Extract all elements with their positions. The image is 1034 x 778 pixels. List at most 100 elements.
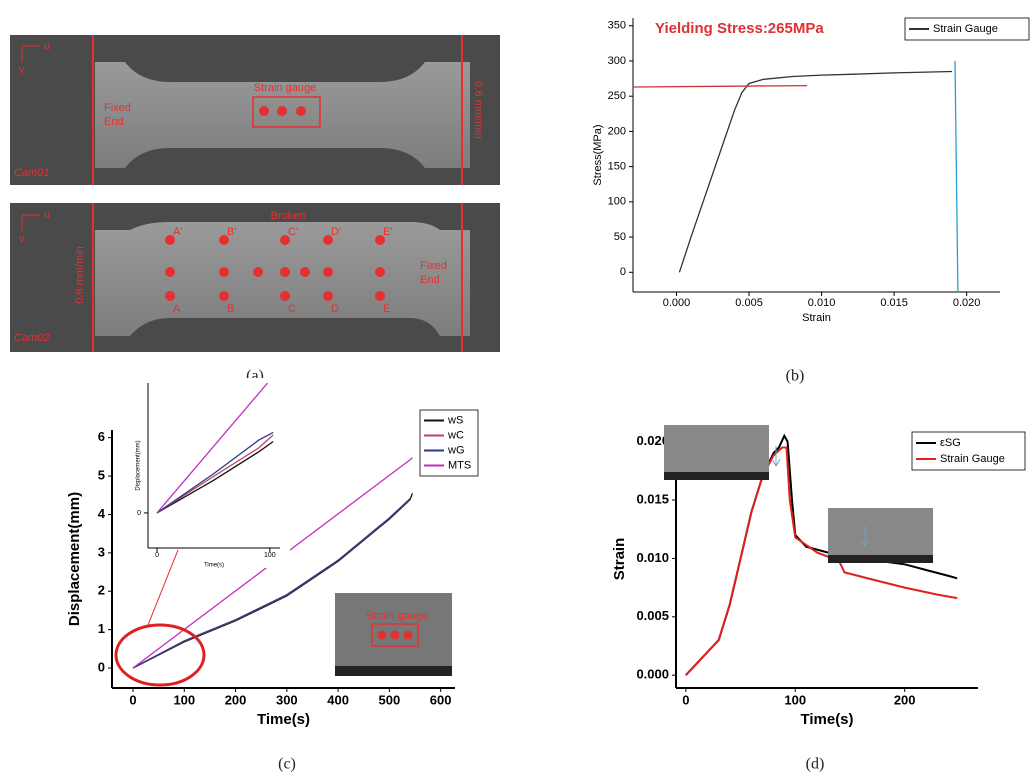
- x-axis-label: Time(s): [204, 563, 224, 569]
- x-tick-label: 200: [894, 692, 916, 707]
- y-tick-label: 0: [137, 510, 141, 517]
- inset-bg: [123, 378, 290, 568]
- x-tick-label: 600: [430, 692, 452, 707]
- gauge-dot: [390, 630, 400, 640]
- gauge-box: [371, 623, 419, 647]
- snapshot-edge: [664, 472, 769, 480]
- snapshot: [664, 425, 769, 480]
- y-tick-label: 0.020: [636, 433, 669, 448]
- y-tick-label: 6: [98, 429, 105, 444]
- point: [219, 291, 229, 301]
- gauge-box: [252, 96, 321, 128]
- point-label: E': [383, 226, 392, 238]
- x-axis-label: Strain: [802, 312, 831, 324]
- y-axis-label: Strain: [611, 538, 628, 581]
- arrow: [771, 446, 781, 468]
- label: 0.6 mm/min: [74, 246, 86, 303]
- point-label: D: [331, 303, 339, 315]
- label: u: [44, 209, 50, 221]
- y-tick-label: 3: [98, 544, 105, 559]
- label: End: [104, 116, 124, 128]
- x-tick-label: 100: [173, 692, 195, 707]
- x-axis-label: Time(s): [257, 711, 310, 728]
- point: [323, 235, 333, 245]
- chart: 0 100 200 0.000 0.005 0.010 0.015 0.020 Time(s) S…: [611, 430, 1026, 728]
- point: [280, 291, 290, 301]
- x-tick-label: 0.015: [880, 297, 908, 309]
- caption: (b): [786, 368, 805, 385]
- legend-label: Strain Gauge: [940, 453, 1005, 465]
- point: [375, 291, 385, 301]
- legend-label: Strain Gauge: [933, 23, 998, 35]
- y-tick-label: 0.015: [636, 491, 669, 506]
- label: v: [19, 233, 25, 245]
- label: 0.6 mm/min: [472, 81, 484, 138]
- y-tick-label: 0.005: [636, 608, 669, 623]
- point: [165, 291, 175, 301]
- label: Cam01: [14, 167, 49, 179]
- x-tick-label: 0: [682, 692, 689, 707]
- point: [219, 267, 229, 277]
- point: [165, 235, 175, 245]
- series-line: [156, 434, 274, 514]
- x-tick-label: 0.000: [663, 297, 691, 309]
- point-label: B': [227, 226, 236, 238]
- legend-label: wS: [447, 414, 463, 426]
- y-axis-label: Displacement(mm): [66, 492, 83, 626]
- zoom-arrow: [147, 549, 179, 626]
- point: [323, 291, 333, 301]
- label: End: [420, 274, 440, 286]
- x-tick-label: 0.010: [808, 297, 836, 309]
- points: A' A B' B C' C D' D E' E: [165, 226, 392, 315]
- series-line: [633, 84, 808, 88]
- legend-label: wC: [447, 429, 464, 441]
- y-tick-label: 1: [98, 621, 105, 636]
- x-tick-label: 0: [155, 552, 159, 559]
- point: [165, 267, 175, 277]
- y-tick-label: 250: [608, 90, 626, 102]
- point-label: B: [227, 303, 234, 315]
- chart: 0.000 0.005 0.010 0.015 0.020 0 50 100 150 200 250…: [592, 17, 1030, 324]
- label: Strain gauge: [366, 610, 428, 622]
- label: Fixed: [420, 260, 447, 272]
- legend-box: [904, 17, 1030, 41]
- caption: (d): [806, 756, 825, 773]
- x-tick-label: 0.005: [735, 297, 763, 309]
- gauge-dot: [277, 106, 287, 116]
- label: Strain gauge: [254, 82, 316, 94]
- series-line: [156, 440, 274, 514]
- y-tick-label: 200: [608, 125, 626, 137]
- point-label: A: [173, 303, 181, 315]
- y-tick-label: 0: [98, 659, 105, 674]
- x-tick-label: 500: [379, 692, 401, 707]
- y-axis-label: Stress(MPa): [592, 124, 604, 185]
- y-tick-label: 50: [614, 231, 626, 243]
- point: [300, 267, 310, 277]
- x-tick-label: 300: [276, 692, 298, 707]
- annotation: Yielding Stress:265MPa: [655, 20, 824, 37]
- point: [375, 235, 385, 245]
- series-line: [678, 70, 953, 273]
- y-tick-label: 150: [608, 161, 626, 173]
- gauge-dot: [296, 106, 306, 116]
- point-label: C: [288, 303, 296, 315]
- point-label: C': [288, 226, 298, 238]
- axes-icon: [21, 214, 40, 231]
- label: Broken: [271, 210, 306, 222]
- series-line: [685, 446, 958, 676]
- label: Cam02: [14, 332, 49, 344]
- axes-icon: [21, 45, 40, 62]
- y-tick-label: 2: [98, 583, 105, 598]
- label: v: [19, 64, 25, 76]
- chart: 0 100 200 300 400 500 600 0 1 2 3 4 5 6 Time(s) Displac…: [66, 409, 479, 728]
- x-axis-label: Time(s): [800, 711, 853, 728]
- x-tick-label: 0: [129, 692, 136, 707]
- y-axis-label: Displacement(mm): [136, 440, 142, 490]
- arrow: [860, 526, 870, 548]
- gauge-dot: [403, 630, 413, 640]
- y-tick-label: 4: [98, 506, 106, 521]
- legend-label: MTS: [448, 459, 471, 471]
- legend-label: εSG: [940, 437, 961, 449]
- snapshot: [828, 508, 933, 563]
